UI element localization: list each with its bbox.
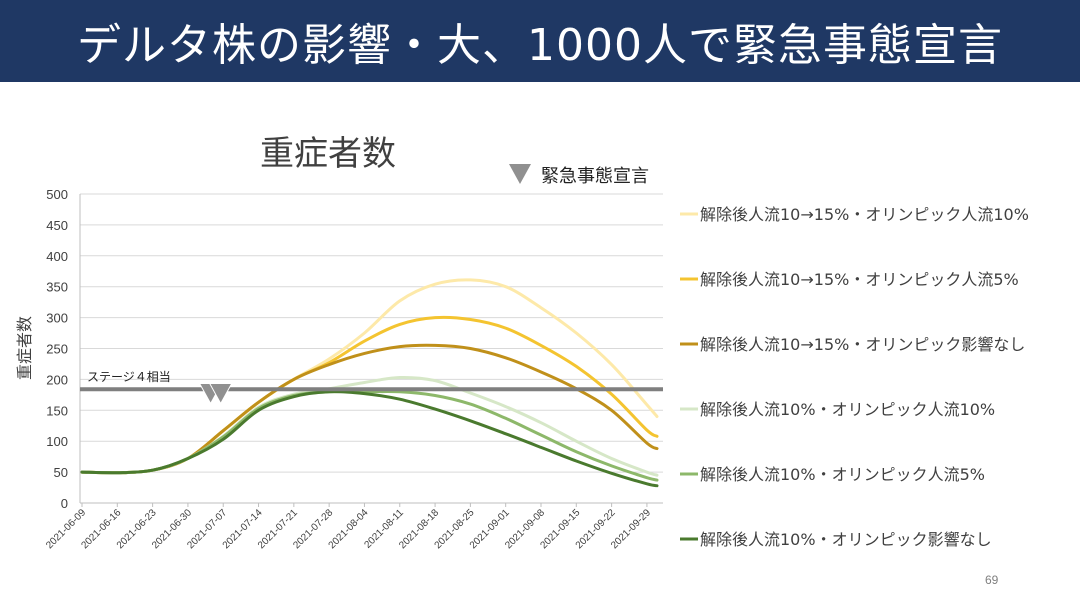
legend-label: 解除後人流10%・オリンピック影響なし bbox=[700, 530, 992, 549]
legend: 解除後人流10→15%・オリンピック人流10% 解除後人流10→15%・オリンピッ… bbox=[509, 164, 1029, 549]
gridlines bbox=[80, 193, 663, 473]
slide-title: デルタ株の影響・大、1000人で緊急事態宣言 bbox=[77, 20, 1003, 71]
y-tick-label: 500 bbox=[46, 187, 68, 202]
y-axis-label: 重症者数 bbox=[15, 316, 34, 380]
legend-label: 解除後人流10→15%・オリンピック影響なし bbox=[700, 335, 1025, 354]
series-line-6 bbox=[80, 390, 659, 488]
y-tick-label: 50 bbox=[54, 465, 68, 480]
y-tick-label: 150 bbox=[46, 403, 68, 418]
y-tick-label: 350 bbox=[46, 280, 68, 295]
y-tick-label: 250 bbox=[46, 342, 68, 357]
declaration-markers bbox=[198, 383, 233, 405]
series-lines bbox=[80, 278, 659, 488]
y-tick-label: 200 bbox=[46, 372, 68, 387]
reference-line-label: ステージ４相当 bbox=[87, 370, 171, 384]
y-tick-label: 400 bbox=[46, 249, 68, 264]
legend-label: 解除後人流10→15%・オリンピック人流10% bbox=[700, 205, 1029, 224]
legend-label: 解除後人流10%・オリンピック人流5% bbox=[700, 465, 985, 484]
y-tick-label: 300 bbox=[46, 311, 68, 326]
page-number: 69 bbox=[985, 573, 999, 587]
chart-title: 重症者数 bbox=[260, 134, 396, 174]
legend-label: 解除後人流10→15%・オリンピック人流5% bbox=[700, 270, 1019, 289]
y-tick-label: 450 bbox=[46, 218, 68, 233]
y-tick-label: 100 bbox=[46, 434, 68, 449]
slide-title-banner: デルタ株の影響・大、1000人で緊急事態宣言 bbox=[0, 0, 1080, 82]
declaration-marker bbox=[208, 383, 233, 405]
y-tick-label: 0 bbox=[61, 496, 68, 511]
marker-legend-triangle-icon bbox=[509, 164, 531, 184]
marker-legend-label: 緊急事態宣言 bbox=[541, 166, 649, 187]
legend-label: 解除後人流10%・オリンピック人流10% bbox=[700, 400, 995, 419]
